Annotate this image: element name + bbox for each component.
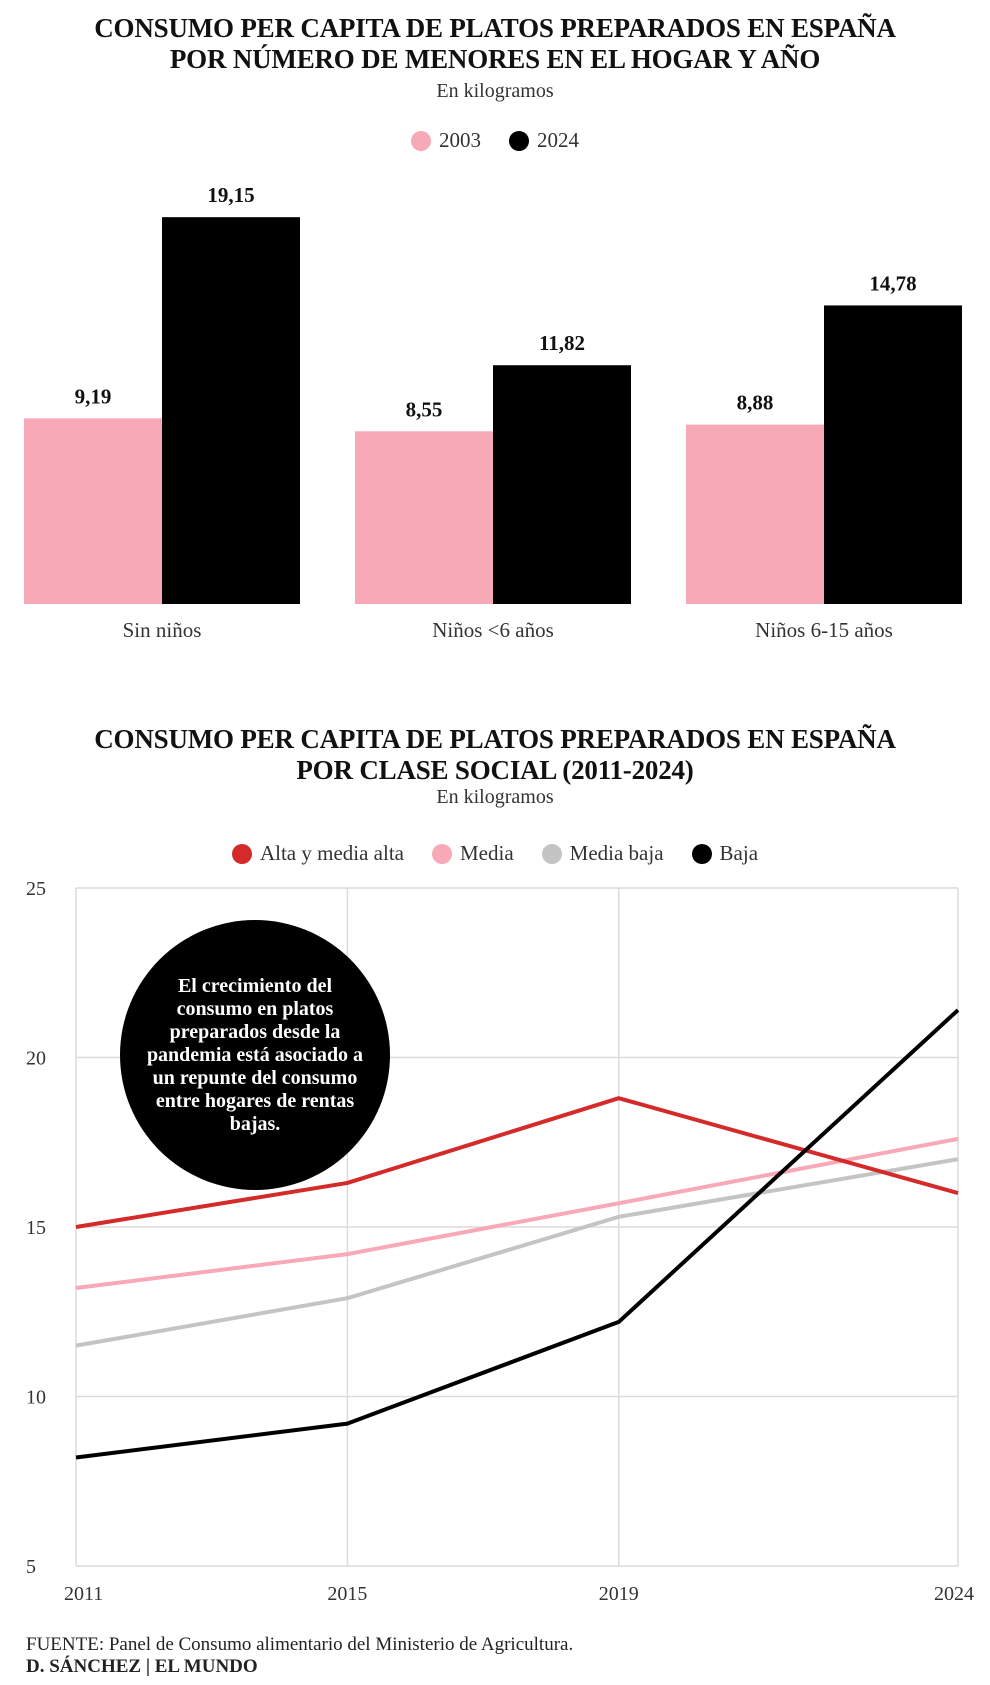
bar-chart-legend: 2003 2024 (0, 128, 990, 153)
bar-value-label: 8,88 (737, 391, 774, 415)
bar-value-label: 11,82 (539, 331, 585, 355)
legend-label-media-baja: Media baja (569, 841, 664, 865)
line-series-alta-y-media-alta (75, 1096, 959, 1229)
bar-value-label: 9,19 (75, 384, 112, 408)
bar-chart-title: CONSUMO PER CAPITA DE PLATOS PREPARADOS … (0, 13, 990, 75)
line-chart-title-line-1: CONSUMO PER CAPITA DE PLATOS PREPARADOS … (94, 724, 896, 754)
bar-value-label: 8,55 (406, 397, 443, 421)
legend-item-media: Media (432, 841, 514, 866)
annotation-bubble: El crecimiento del consumo en platos pre… (120, 920, 390, 1190)
legend-label-media: Media (460, 841, 514, 865)
source-label: FUENTE: (26, 1634, 105, 1655)
legend-swatch-alta (231, 843, 252, 864)
legend-item-alta: Alta y media alta (231, 841, 404, 866)
bar-2003-3 (686, 424, 824, 604)
bar-2024-3 (824, 305, 962, 604)
x-tick-label: 2011 (64, 1583, 103, 1605)
y-tick-label: 5 (26, 1556, 36, 1578)
line-series-media-baja (75, 1157, 959, 1348)
x-tick-label: 2024 (934, 1583, 974, 1605)
legend-item-media-baja: Media baja (541, 841, 664, 866)
legend-label-alta: Alta y media alta (259, 841, 404, 865)
source-note: FUENTE: Panel de Consumo alimentario del… (26, 1634, 573, 1656)
legend-item-2003: 2003 (411, 128, 481, 153)
bar-2024-2 (493, 365, 631, 604)
category-label: Niños <6 años (432, 618, 554, 642)
legend-swatch-2024 (509, 130, 529, 151)
legend-item-2024: 2024 (509, 128, 579, 153)
legend-swatch-media (432, 843, 452, 864)
line-chart-title-line-2: POR CLASE SOCIAL (2011-2024) (296, 755, 694, 785)
legend-label-2003: 2003 (439, 128, 481, 152)
legend-swatch-media-baja (541, 843, 562, 864)
legend-item-baja: Baja (691, 841, 759, 866)
y-tick-label: 20 (26, 1048, 46, 1070)
category-label: Sin niños (123, 618, 202, 642)
bar-2003-1 (24, 418, 162, 604)
line-chart-legend: Alta y media alta Media Media baja Baja (0, 841, 990, 866)
category-label: Niños 6-15 años (755, 618, 893, 642)
x-tick-label: 2015 (327, 1583, 367, 1605)
legend-swatch-2003 (411, 130, 431, 151)
bar-chart: 9,19 19,15 Sin niños 8,55 11,82 Niños <6 años… (24, 183, 962, 642)
legend-label-2024: 2024 (537, 128, 579, 152)
bar-value-label: 14,78 (869, 271, 916, 295)
line-series-media (75, 1136, 959, 1291)
line-chart-title: CONSUMO PER CAPITA DE PLATOS PREPARADOS … (0, 724, 990, 786)
bar-chart-subtitle: En kilogramos (436, 80, 554, 102)
line-chart-subtitle: En kilogramos (436, 786, 554, 808)
y-tick-label: 15 (26, 1217, 46, 1239)
bar-chart-title-line-1: CONSUMO PER CAPITA DE PLATOS PREPARADOS … (94, 13, 896, 43)
bar-2024-1 (162, 217, 300, 605)
x-tick-label: 2019 (599, 1583, 639, 1605)
legend-label-baja: Baja (719, 841, 759, 865)
line-series-baja (75, 1008, 960, 1460)
source-text: Panel de Consumo alimentario del Ministe… (104, 1634, 574, 1655)
credit: D. SÁNCHEZ | EL MUNDO (26, 1656, 258, 1677)
y-tick-label: 25 (26, 878, 46, 900)
legend-swatch-baja (691, 843, 712, 864)
bar-2003-2 (355, 431, 493, 604)
bar-value-label: 19,15 (207, 183, 254, 207)
bar-chart-title-line-2: POR NÚMERO DE MENORES EN EL HOGAR Y AÑO (169, 44, 821, 74)
y-tick-label: 10 (26, 1387, 46, 1409)
